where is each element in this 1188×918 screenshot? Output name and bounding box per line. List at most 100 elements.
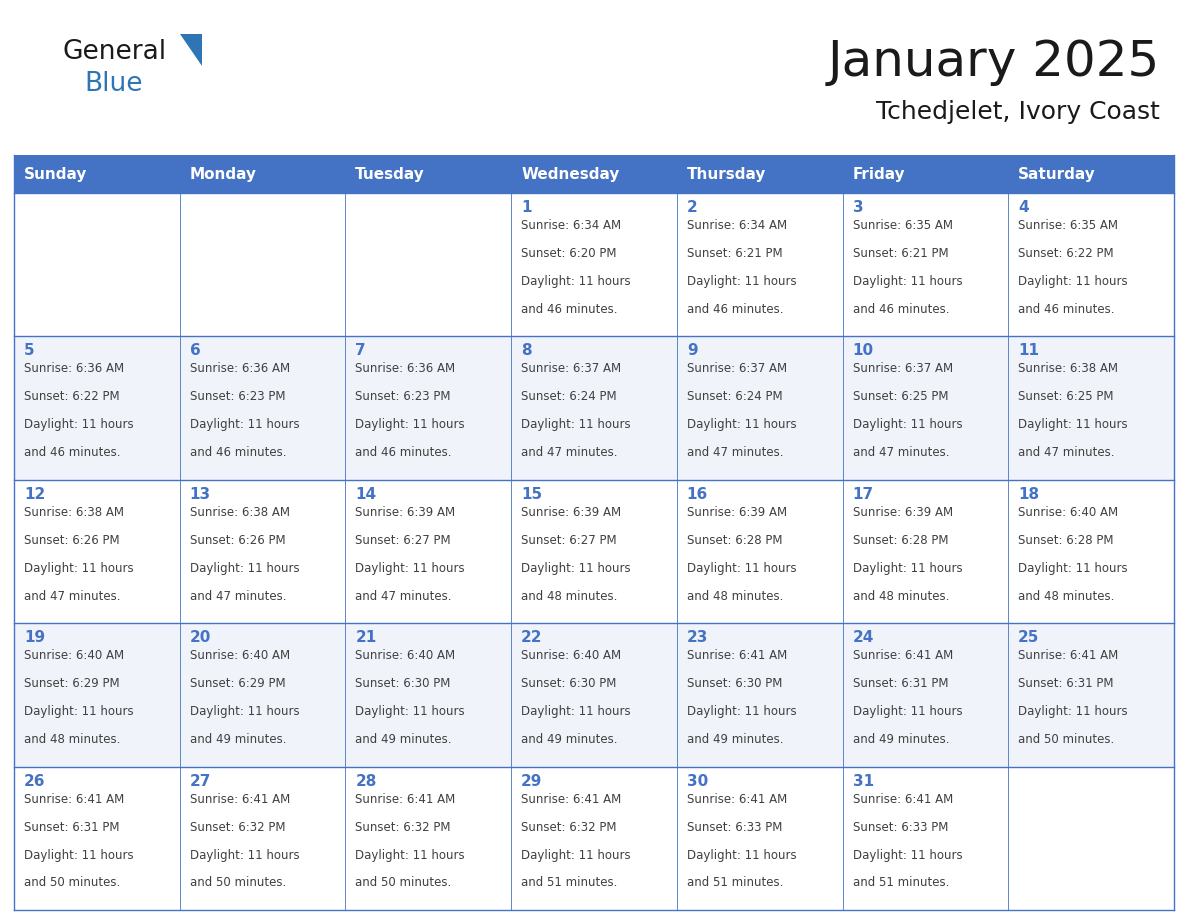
Text: Sunrise: 6:38 AM: Sunrise: 6:38 AM (24, 506, 124, 519)
Text: Sunset: 6:30 PM: Sunset: 6:30 PM (522, 677, 617, 690)
Text: 20: 20 (190, 630, 211, 645)
Text: 22: 22 (522, 630, 543, 645)
Text: Sunset: 6:28 PM: Sunset: 6:28 PM (853, 533, 948, 547)
Text: and 50 minutes.: and 50 minutes. (355, 877, 451, 890)
Text: Sunrise: 6:35 AM: Sunrise: 6:35 AM (1018, 219, 1118, 232)
Text: Sunset: 6:32 PM: Sunset: 6:32 PM (355, 821, 451, 834)
Text: Sunset: 6:26 PM: Sunset: 6:26 PM (24, 533, 120, 547)
Text: and 47 minutes.: and 47 minutes. (24, 589, 120, 602)
Text: Sunrise: 6:38 AM: Sunrise: 6:38 AM (1018, 363, 1118, 375)
Text: Sunrise: 6:36 AM: Sunrise: 6:36 AM (190, 363, 290, 375)
Text: 7: 7 (355, 343, 366, 358)
Polygon shape (181, 34, 202, 66)
Text: Daylight: 11 hours: Daylight: 11 hours (190, 705, 299, 718)
Text: Sunset: 6:22 PM: Sunset: 6:22 PM (24, 390, 120, 403)
Text: Monday: Monday (190, 166, 257, 182)
Text: Daylight: 11 hours: Daylight: 11 hours (522, 848, 631, 861)
Text: and 47 minutes.: and 47 minutes. (355, 589, 451, 602)
Text: Sunset: 6:28 PM: Sunset: 6:28 PM (1018, 533, 1113, 547)
Bar (14, 623, 1174, 767)
Text: Blue: Blue (84, 71, 143, 97)
Text: Daylight: 11 hours: Daylight: 11 hours (190, 562, 299, 575)
Text: 31: 31 (853, 774, 873, 789)
Text: Sunrise: 6:37 AM: Sunrise: 6:37 AM (522, 363, 621, 375)
Text: Daylight: 11 hours: Daylight: 11 hours (522, 705, 631, 718)
Text: Daylight: 11 hours: Daylight: 11 hours (355, 705, 465, 718)
Text: Sunset: 6:30 PM: Sunset: 6:30 PM (687, 677, 782, 690)
Text: Daylight: 11 hours: Daylight: 11 hours (24, 562, 133, 575)
Text: Daylight: 11 hours: Daylight: 11 hours (190, 419, 299, 431)
Text: Sunrise: 6:34 AM: Sunrise: 6:34 AM (687, 219, 786, 232)
Text: Sunset: 6:25 PM: Sunset: 6:25 PM (1018, 390, 1113, 403)
Text: Sunrise: 6:41 AM: Sunrise: 6:41 AM (687, 792, 786, 806)
Text: 30: 30 (687, 774, 708, 789)
Text: Sunrise: 6:41 AM: Sunrise: 6:41 AM (687, 649, 786, 662)
Text: Sunrise: 6:34 AM: Sunrise: 6:34 AM (522, 219, 621, 232)
Text: 4: 4 (1018, 200, 1029, 215)
Text: 25: 25 (1018, 630, 1040, 645)
Text: Daylight: 11 hours: Daylight: 11 hours (522, 274, 631, 288)
Text: Sunset: 6:21 PM: Sunset: 6:21 PM (853, 247, 948, 260)
Text: Sunset: 6:22 PM: Sunset: 6:22 PM (1018, 247, 1114, 260)
Text: and 48 minutes.: and 48 minutes. (687, 589, 783, 602)
Bar (1009, 155, 1174, 193)
Text: Tchedjelet, Ivory Coast: Tchedjelet, Ivory Coast (876, 100, 1159, 124)
Text: Daylight: 11 hours: Daylight: 11 hours (522, 562, 631, 575)
Bar (842, 155, 1009, 193)
Text: Daylight: 11 hours: Daylight: 11 hours (687, 705, 796, 718)
Text: Sunrise: 6:36 AM: Sunrise: 6:36 AM (24, 363, 124, 375)
Text: Daylight: 11 hours: Daylight: 11 hours (687, 419, 796, 431)
Text: 14: 14 (355, 487, 377, 502)
Text: Daylight: 11 hours: Daylight: 11 hours (853, 848, 962, 861)
Bar (14, 336, 1174, 480)
Text: and 51 minutes.: and 51 minutes. (687, 877, 783, 890)
Text: 2: 2 (687, 200, 697, 215)
Text: and 46 minutes.: and 46 minutes. (355, 446, 451, 459)
Bar (511, 155, 677, 193)
Text: and 47 minutes.: and 47 minutes. (687, 446, 783, 459)
Text: Sunset: 6:29 PM: Sunset: 6:29 PM (190, 677, 285, 690)
Text: Sunrise: 6:41 AM: Sunrise: 6:41 AM (24, 792, 125, 806)
Text: January 2025: January 2025 (828, 38, 1159, 86)
Text: and 46 minutes.: and 46 minutes. (522, 303, 618, 316)
Text: 15: 15 (522, 487, 542, 502)
Text: 3: 3 (853, 200, 864, 215)
Bar (179, 155, 346, 193)
Text: Daylight: 11 hours: Daylight: 11 hours (687, 848, 796, 861)
Text: Sunset: 6:31 PM: Sunset: 6:31 PM (24, 821, 120, 834)
Text: and 50 minutes.: and 50 minutes. (1018, 733, 1114, 746)
Text: and 48 minutes.: and 48 minutes. (853, 589, 949, 602)
Text: Sunrise: 6:41 AM: Sunrise: 6:41 AM (853, 649, 953, 662)
Text: 24: 24 (853, 630, 874, 645)
Text: 26: 26 (24, 774, 45, 789)
Text: Sunset: 6:24 PM: Sunset: 6:24 PM (522, 390, 617, 403)
Text: Daylight: 11 hours: Daylight: 11 hours (24, 848, 133, 861)
Text: 5: 5 (24, 343, 34, 358)
Text: Sunset: 6:23 PM: Sunset: 6:23 PM (355, 390, 451, 403)
Text: 6: 6 (190, 343, 201, 358)
Text: and 49 minutes.: and 49 minutes. (522, 733, 618, 746)
Text: Sunrise: 6:37 AM: Sunrise: 6:37 AM (687, 363, 786, 375)
Text: and 48 minutes.: and 48 minutes. (24, 733, 120, 746)
Text: Sunrise: 6:41 AM: Sunrise: 6:41 AM (853, 792, 953, 806)
Text: 11: 11 (1018, 343, 1040, 358)
Text: 10: 10 (853, 343, 873, 358)
Text: 17: 17 (853, 487, 873, 502)
Bar (14, 155, 179, 193)
Text: 23: 23 (687, 630, 708, 645)
Text: Daylight: 11 hours: Daylight: 11 hours (1018, 274, 1127, 288)
Text: 16: 16 (687, 487, 708, 502)
Text: 9: 9 (687, 343, 697, 358)
Text: Daylight: 11 hours: Daylight: 11 hours (190, 848, 299, 861)
Text: and 46 minutes.: and 46 minutes. (1018, 303, 1114, 316)
Text: Sunset: 6:33 PM: Sunset: 6:33 PM (687, 821, 782, 834)
Text: and 51 minutes.: and 51 minutes. (522, 877, 618, 890)
Text: Sunset: 6:31 PM: Sunset: 6:31 PM (1018, 677, 1113, 690)
Text: Daylight: 11 hours: Daylight: 11 hours (355, 562, 465, 575)
Text: Sunrise: 6:39 AM: Sunrise: 6:39 AM (853, 506, 953, 519)
Text: 28: 28 (355, 774, 377, 789)
Text: and 49 minutes.: and 49 minutes. (190, 733, 286, 746)
Bar (346, 155, 511, 193)
Text: Daylight: 11 hours: Daylight: 11 hours (24, 419, 133, 431)
Text: and 46 minutes.: and 46 minutes. (24, 446, 120, 459)
